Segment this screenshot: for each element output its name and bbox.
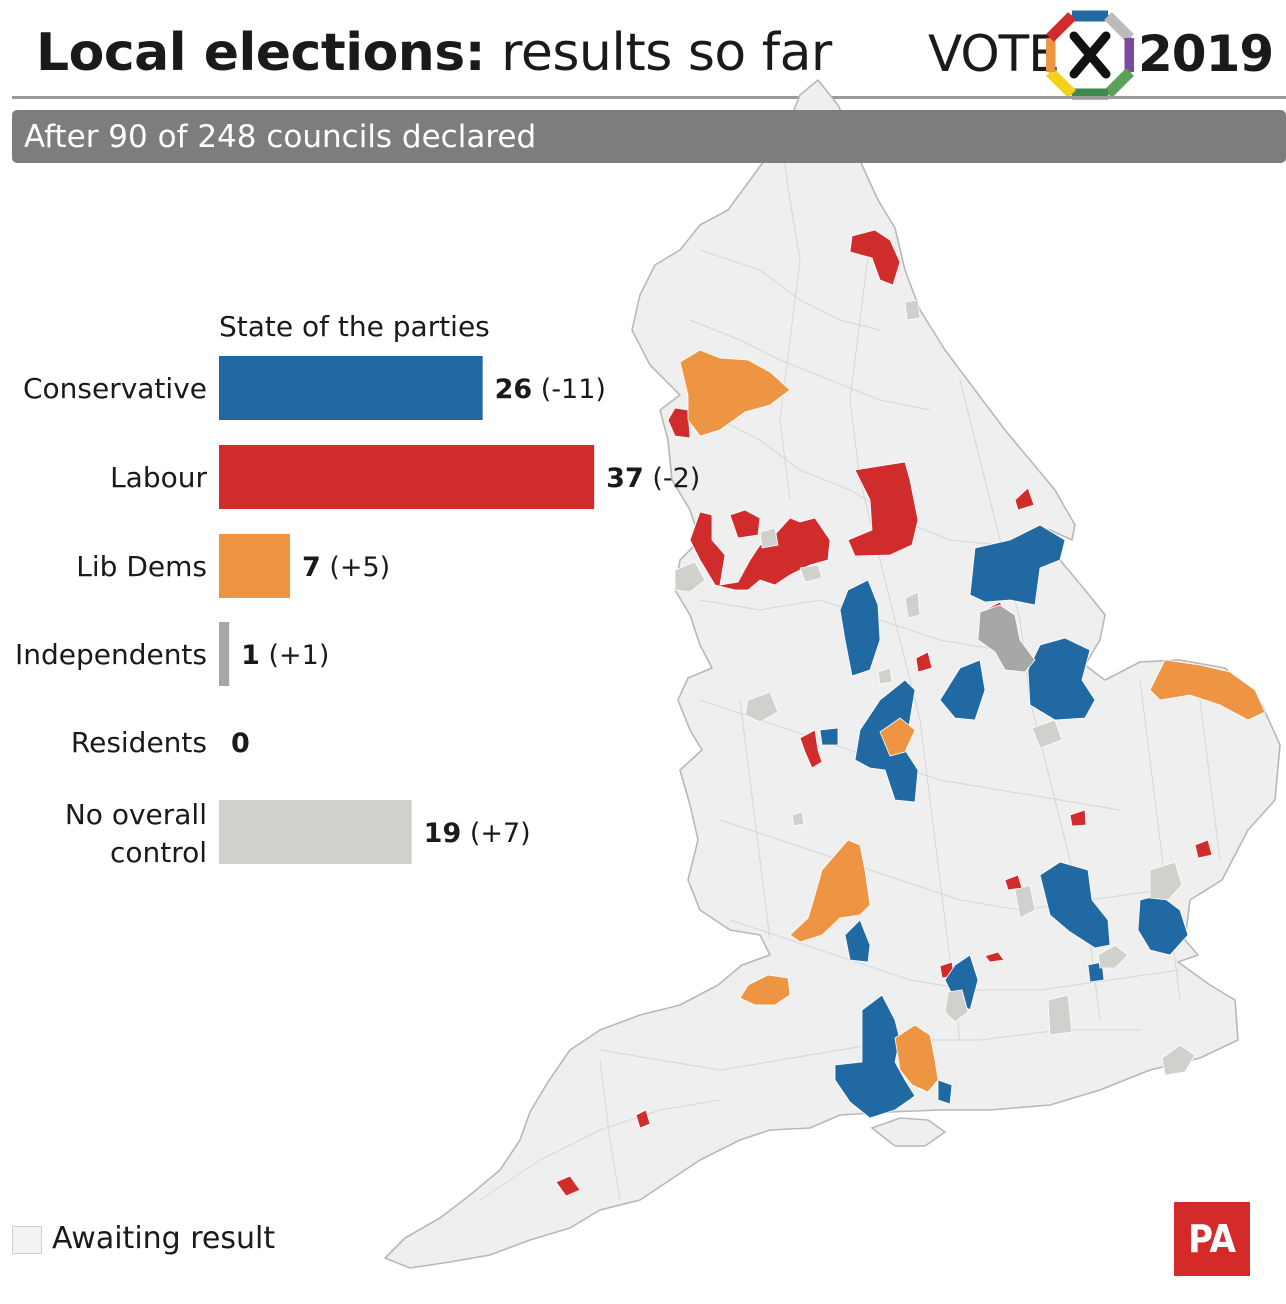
- subtitle: After 90 of 248 councils declared: [24, 119, 537, 155]
- council-labour: [847, 461, 919, 557]
- council-noc: [791, 811, 805, 827]
- value-label-residents: 0: [231, 728, 250, 759]
- category-label-residents: Residents: [71, 726, 207, 759]
- title-rest: results so far: [501, 23, 832, 83]
- council-conservative: [839, 579, 881, 677]
- council-conservative: [834, 994, 916, 1119]
- council-labour: [689, 511, 831, 591]
- title-bold: Local elections:: [36, 23, 486, 83]
- council-noc: [1161, 1044, 1196, 1076]
- council-conservative: [939, 659, 986, 721]
- council-libdem: [894, 1024, 939, 1093]
- council-conservative: [844, 919, 871, 963]
- council-results: [555, 229, 1266, 1197]
- bar-no-overall-control: [219, 800, 412, 864]
- council-conservative: [819, 727, 839, 746]
- council-libdem: [679, 349, 791, 437]
- council-noc: [1097, 944, 1129, 969]
- bar-lib-dems: [219, 534, 290, 598]
- bar-labour: [219, 445, 595, 509]
- value-label-no-overall-control: 19 (+7): [424, 818, 531, 849]
- council-noc: [674, 561, 706, 593]
- chart-title: State of the parties: [219, 310, 490, 343]
- council-noc: [759, 527, 779, 549]
- value-label-conservative: 26 (-11): [495, 374, 606, 405]
- council-noc: [1149, 861, 1183, 901]
- category-label-conservative: Conservative: [23, 372, 207, 405]
- council-conservative: [937, 1079, 953, 1105]
- council-labour: [1069, 809, 1087, 827]
- council-noc: [1031, 719, 1063, 749]
- bar-independents: [219, 622, 230, 686]
- council-noc: [944, 989, 969, 1023]
- council-labour: [849, 229, 901, 286]
- council-noc: [1047, 994, 1073, 1036]
- council-conservative: [1027, 637, 1096, 721]
- bar-conservative: [219, 356, 483, 420]
- council-libdem: [879, 717, 916, 757]
- council-libdem: [789, 839, 871, 943]
- category-label-labour: Labour: [110, 461, 207, 494]
- council-labour: [667, 407, 691, 439]
- council-conservative: [969, 524, 1066, 606]
- council-labour: [635, 1109, 651, 1129]
- header-rule: [12, 96, 1286, 99]
- isle-of-wight: [870, 1117, 947, 1147]
- value-label-lib-dems: 7 (+5): [302, 552, 390, 583]
- council-labour: [729, 509, 761, 539]
- council-labour: [1014, 487, 1035, 511]
- page-title: Local elections: results so far: [36, 22, 832, 84]
- council-labour: [984, 951, 1005, 963]
- category-label-independents: Independents: [15, 638, 207, 671]
- council-conservative: [1039, 861, 1111, 949]
- council-noc: [799, 564, 823, 583]
- pa-logo: PA: [1174, 1202, 1250, 1276]
- awaiting-result-label: Awaiting result: [52, 1221, 276, 1256]
- brand-year: 2019: [1138, 25, 1274, 83]
- council-noc: [877, 667, 893, 685]
- council-labour: [915, 651, 933, 673]
- value-label-labour: 37 (-2): [606, 463, 700, 494]
- value-label-independents: 1 (+1): [241, 640, 329, 671]
- category-label-lib-dems: Lib Dems: [76, 550, 207, 583]
- council-libdem: [739, 974, 791, 1006]
- england-outline: [384, 79, 1281, 1269]
- council-noc: [1014, 884, 1036, 919]
- council-noc: [904, 299, 921, 321]
- party-bar-chart: State of the parties Conservative 26 (-11…: [15, 310, 700, 869]
- vote-2019-logo: VOTE 2019: [928, 10, 1274, 100]
- council-labour: [799, 729, 823, 769]
- awaiting-result-swatch: [12, 1226, 42, 1254]
- subtitle-bar: After 90 of 248 councils declared: [12, 110, 1286, 163]
- council-noc: [904, 591, 921, 619]
- council-libdem: [1149, 659, 1266, 721]
- council-noc: [744, 691, 779, 723]
- council-independent: [977, 604, 1036, 673]
- council-labour: [1194, 839, 1213, 859]
- ballot-x-icon: [1046, 10, 1134, 100]
- category-label-no-overall-control: No overall control: [65, 798, 207, 869]
- brand-word: VOTE: [928, 25, 1060, 83]
- council-labour: [555, 1175, 581, 1197]
